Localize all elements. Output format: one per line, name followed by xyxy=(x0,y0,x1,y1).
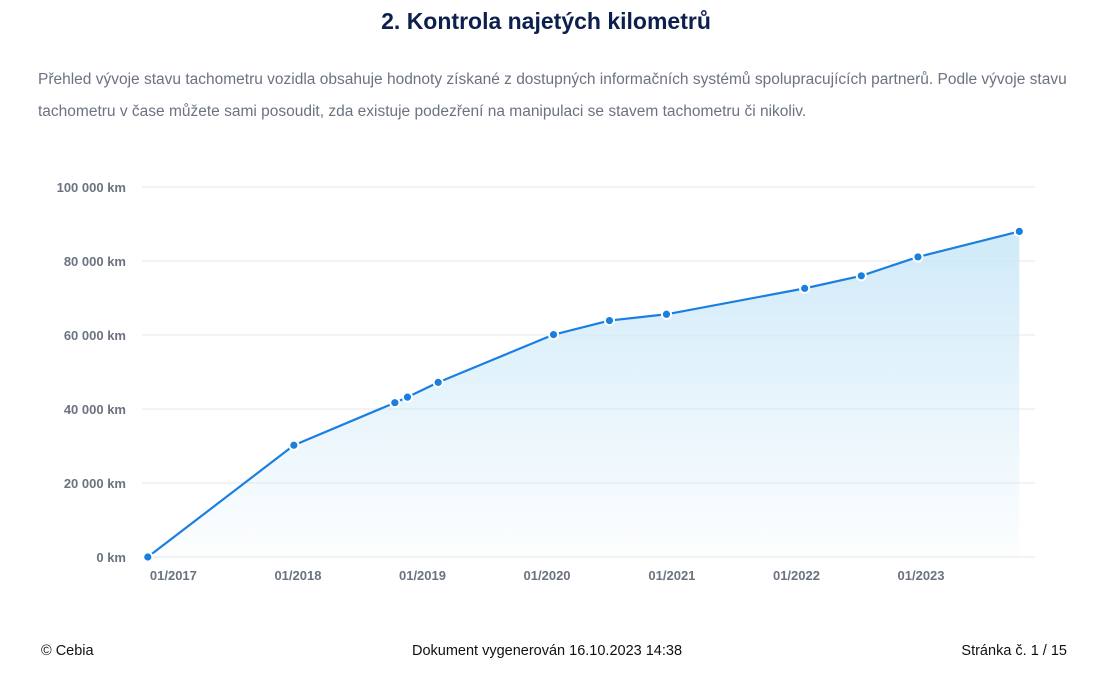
footer-page-number: Stránka č. 1 / 15 xyxy=(961,643,1067,659)
x-tick-label: 01/2018 xyxy=(274,568,321,583)
data-point xyxy=(288,439,300,451)
page-title: 2. Kontrola najetých kilometrů xyxy=(381,8,711,34)
data-point xyxy=(142,551,154,563)
x-tick-label: 01/2017 xyxy=(150,568,197,583)
footer-generated-date: Dokument vygenerován 16.10.2023 14:38 xyxy=(411,643,683,659)
data-point xyxy=(660,308,673,320)
data-point xyxy=(547,329,560,341)
data-point xyxy=(389,397,401,409)
y-tick-label: 0 km xyxy=(96,550,126,565)
data-point xyxy=(401,391,414,403)
y-tick-label: 40 000 km xyxy=(64,402,126,417)
x-tick-label: 01/2021 xyxy=(648,568,695,583)
x-tick-label: 01/2019 xyxy=(399,568,446,583)
data-point xyxy=(855,270,867,282)
footer-copyright: © Cebia xyxy=(41,643,94,659)
y-tick-label: 80 000 km xyxy=(64,254,126,269)
data-point xyxy=(912,251,924,263)
x-tick-label: 01/2023 xyxy=(898,568,945,583)
data-point xyxy=(603,314,616,327)
y-tick-label: 60 000 km xyxy=(64,328,126,343)
x-tick-label: 01/2022 xyxy=(773,568,820,583)
mileage-area xyxy=(147,231,1020,557)
x-tick-label: 01/2020 xyxy=(524,568,571,583)
data-point xyxy=(432,376,444,388)
y-tick-label: 20 000 km xyxy=(64,476,126,491)
data-point xyxy=(1013,225,1025,237)
mileage-line xyxy=(147,230,1020,558)
y-tick-label: 100 000 km xyxy=(57,180,126,195)
data-point xyxy=(799,282,811,294)
intro-paragraph: Přehled vývoje stavu tachometru vozidla … xyxy=(38,71,1067,120)
